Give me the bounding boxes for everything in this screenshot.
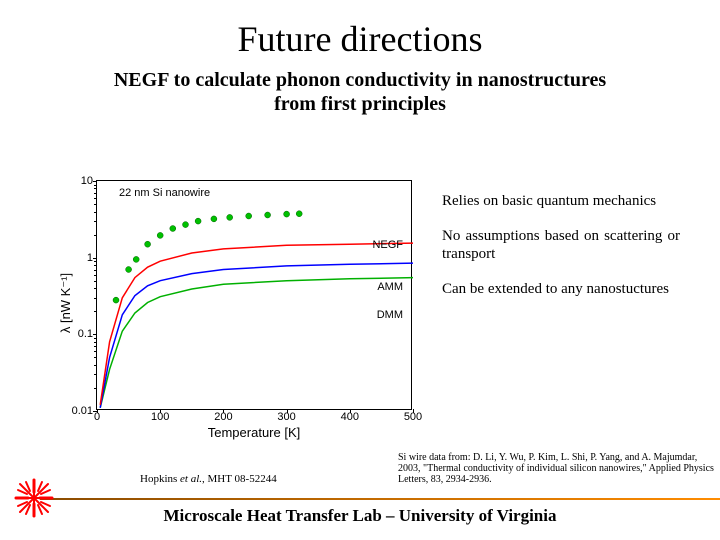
chart-plot-area: 22 nm Si nanowire NEGF AMM DMM 0.010.111… (96, 180, 412, 410)
ref-left-pre: Hopkins (140, 473, 180, 485)
bullet-list: Relies on basic quantum mechanics No ass… (442, 193, 680, 316)
bullet-1: Relies on basic quantum mechanics (442, 193, 680, 210)
chart-ytick: 1 (61, 252, 97, 264)
annot-data-label: 22 nm Si nanowire (119, 187, 210, 199)
ref-left-post: , MHT 08-52244 (202, 473, 277, 485)
chart-ytick: 10 (61, 175, 97, 187)
content-area: λ [nW K⁻¹] Temperature [K] 22 nm Si nano… (52, 180, 692, 450)
ref-left-ital: et al. (180, 473, 202, 485)
chart-ylabel: λ [nW K⁻¹] (58, 273, 74, 333)
subtitle-line-2: from first principles (274, 93, 446, 115)
chart: λ [nW K⁻¹] Temperature [K] 22 nm Si nano… (52, 180, 427, 438)
annot-dmm: DMM (377, 309, 403, 321)
chart-svg (97, 181, 413, 411)
reference-left: Hopkins et al., MHT 08-52244 (140, 473, 277, 485)
chart-xlabel: Temperature [K] (96, 425, 412, 440)
bullet-2: No assumptions based on scattering or tr… (442, 228, 680, 263)
reference-right: Si wire data from: D. Li, Y. Wu, P. Kim,… (398, 452, 718, 485)
bullet-3: Can be extended to any nanostuctures (442, 281, 680, 298)
footer-text: Microscale Heat Transfer Lab – Universit… (0, 506, 720, 526)
subtitle: NEGF to calculate phonon conductivity in… (0, 68, 720, 116)
chart-ytick: 0.1 (61, 328, 97, 340)
annot-amm: AMM (377, 281, 403, 293)
annot-negf: NEGF (372, 239, 403, 251)
footer-divider (40, 498, 720, 500)
subtitle-line-1: NEGF to calculate phonon conductivity in… (114, 69, 606, 91)
page-title: Future directions (0, 0, 720, 60)
